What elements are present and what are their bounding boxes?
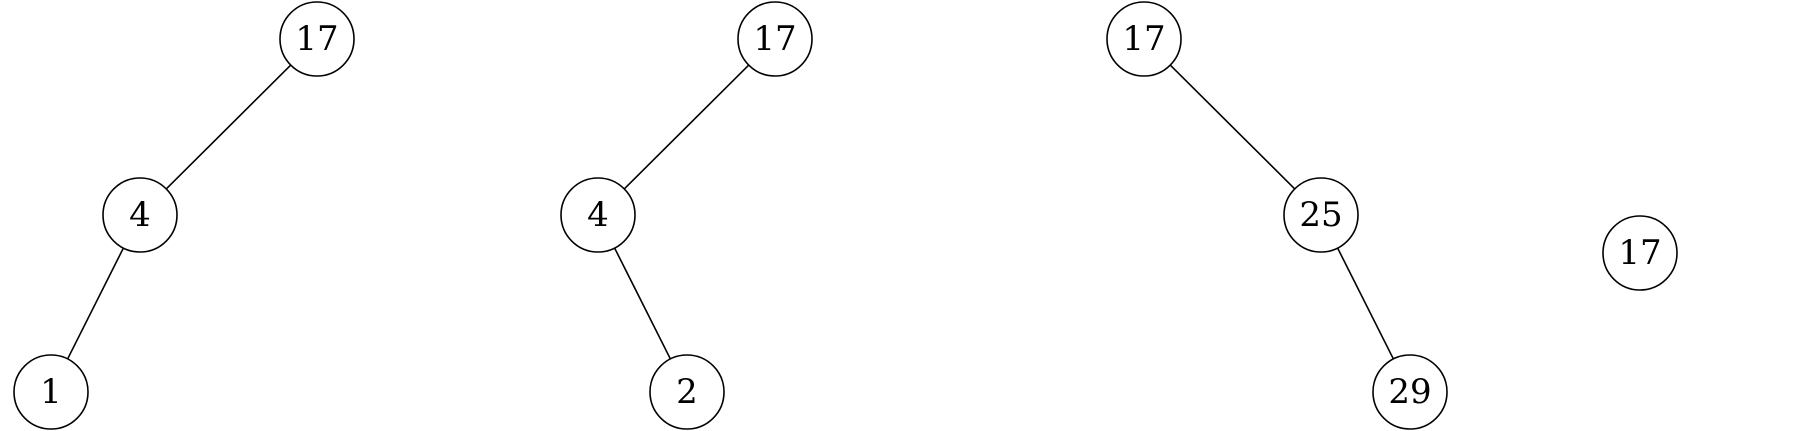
tree-1-edge-b-c: [66, 247, 125, 360]
node-label: 25: [1299, 195, 1342, 235]
tree-2-edge-a-b: [623, 64, 750, 190]
node-label: 17: [1122, 19, 1165, 59]
nodes-layer: 17 4 1 17 4 2 17 25 29 17: [13, 1, 1678, 430]
node-circle: [1106, 1, 1182, 77]
node-circle: [279, 1, 355, 77]
tree-2-node-a: 17: [737, 1, 813, 77]
edges-layer: [66, 64, 1395, 360]
node-label: 2: [676, 372, 698, 412]
node-label: 17: [753, 19, 796, 59]
tree-3-edge-a-b: [1169, 64, 1296, 190]
tree-3-edge-b-c: [1336, 247, 1395, 360]
node-label: 17: [1618, 233, 1661, 273]
tree-3-node-a: 17: [1106, 1, 1182, 77]
node-label: 4: [129, 195, 151, 235]
tree-2-node-c: 2: [649, 354, 725, 430]
tree-1-node-c: 1: [13, 354, 89, 430]
node-label: 17: [295, 19, 338, 59]
tree-2-edge-b-c: [613, 247, 672, 360]
node-circle: [737, 1, 813, 77]
node-label: 29: [1388, 372, 1431, 412]
node-circle: [649, 354, 725, 430]
node-circle: [13, 354, 89, 430]
tree-1-node-b: 4: [102, 177, 178, 253]
tree-1-edge-a-b: [165, 64, 292, 190]
node-circle: [102, 177, 178, 253]
tree-3-node-b: 25: [1283, 177, 1359, 253]
tree-3-node-c: 29: [1372, 354, 1448, 430]
node-circle: [1602, 215, 1678, 291]
node-circle: [1372, 354, 1448, 430]
tree-1-node-a: 17: [279, 1, 355, 77]
node-label: 1: [40, 372, 62, 412]
tree-4-node-a: 17: [1602, 215, 1678, 291]
node-circle: [560, 177, 636, 253]
tree-2-node-b: 4: [560, 177, 636, 253]
node-circle: [1283, 177, 1359, 253]
node-label: 4: [587, 195, 609, 235]
